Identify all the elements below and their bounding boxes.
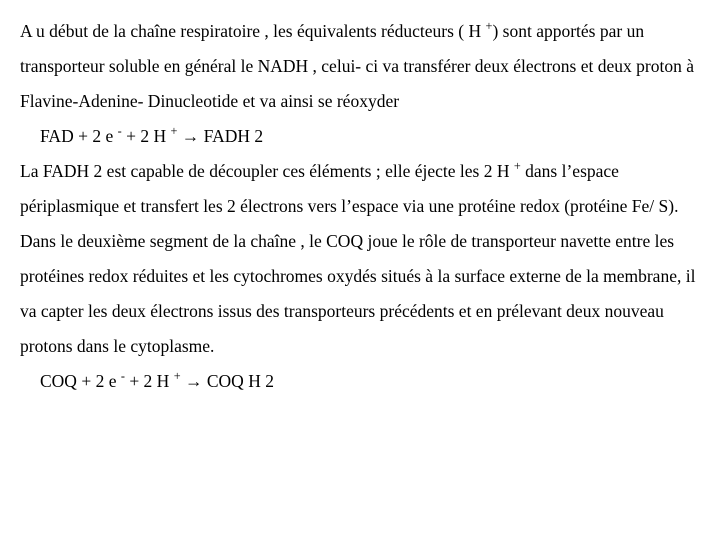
equation-1: FAD + 2 e - + 2 H + → FADH 2 <box>20 119 700 154</box>
eq2-c: → COQ H 2 <box>181 371 274 391</box>
document-page: A u début de la chaîne respiratoire , le… <box>0 0 720 409</box>
sup-p2: + <box>514 159 521 173</box>
text-p1a: A u début de la chaîne respiratoire , le… <box>20 21 486 41</box>
paragraph-2: La FADH 2 est capable de découpler ces é… <box>20 154 700 224</box>
eq2-sup2: + <box>174 369 181 383</box>
text-p3: Dans le deuxième segment de la chaîne , … <box>20 231 695 356</box>
eq1-c: → FADH 2 <box>177 126 263 146</box>
eq2-a: COQ + 2 e <box>40 371 121 391</box>
text-p2a: La FADH 2 est capable de découpler ces é… <box>20 161 514 181</box>
eq1-b: + 2 H <box>122 126 171 146</box>
eq2-b: + 2 H <box>125 371 174 391</box>
paragraph-1: A u début de la chaîne respiratoire , le… <box>20 14 700 119</box>
equation-2: COQ + 2 e - + 2 H + → COQ H 2 <box>20 364 700 399</box>
paragraph-3: Dans le deuxième segment de la chaîne , … <box>20 224 700 364</box>
eq1-a: FAD + 2 e <box>40 126 118 146</box>
